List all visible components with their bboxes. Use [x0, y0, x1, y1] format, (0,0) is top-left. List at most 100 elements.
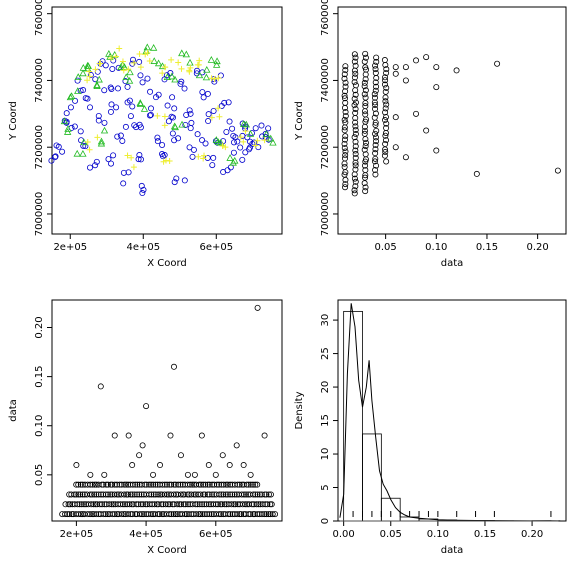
data-point — [182, 501, 189, 508]
data-point-triangle — [231, 156, 239, 164]
data-point — [183, 511, 190, 518]
data-point — [164, 491, 171, 498]
data-point — [166, 511, 173, 518]
data-point — [174, 511, 181, 518]
data-point — [250, 491, 257, 498]
data-point — [229, 491, 236, 498]
data-point-plus — [86, 73, 93, 80]
data-point — [63, 110, 70, 117]
data-point — [129, 462, 136, 469]
data-point — [230, 139, 237, 146]
data-point — [192, 491, 199, 498]
data-point — [267, 511, 274, 518]
y-axis-label: Y Coord — [8, 101, 19, 141]
data-point — [383, 120, 390, 127]
data-point — [139, 511, 146, 518]
data-point-plus — [84, 77, 91, 84]
data-point — [170, 511, 177, 518]
data-point — [125, 511, 132, 518]
y-tick-label: 7400000 — [320, 58, 331, 103]
data-point — [361, 58, 368, 65]
data-point-triangle — [168, 72, 176, 80]
data-point — [116, 481, 123, 488]
data-point — [82, 143, 89, 150]
data-point-triangle — [262, 130, 271, 138]
data-point — [361, 130, 368, 137]
data-point — [131, 491, 138, 498]
data-point — [93, 511, 100, 518]
x-tick-label: 0.10 — [427, 529, 449, 540]
data-point — [239, 501, 246, 508]
data-point-plus — [195, 153, 202, 160]
data-point — [139, 442, 146, 449]
y-tick-label: 0.05 — [34, 464, 45, 486]
data-point-plus — [119, 58, 126, 65]
data-point — [231, 491, 238, 498]
data-point — [196, 481, 203, 488]
data-point — [176, 501, 183, 508]
data-point — [223, 128, 230, 135]
data-point — [342, 181, 349, 188]
data-point — [114, 511, 121, 518]
data-point — [95, 117, 102, 124]
data-point — [146, 112, 153, 119]
data-point — [139, 190, 146, 197]
x-tick-label: 2e+05 — [60, 529, 94, 540]
data-point — [230, 501, 237, 508]
data-point — [74, 501, 81, 508]
data-point — [372, 101, 379, 108]
plot-area — [341, 50, 561, 197]
data-point — [372, 62, 379, 69]
data-point — [113, 104, 120, 111]
data-point — [97, 383, 104, 390]
data-point — [183, 111, 190, 118]
data-point — [101, 501, 108, 508]
data-point — [372, 146, 379, 153]
data-point — [361, 127, 368, 134]
data-point — [204, 491, 211, 498]
data-point — [173, 175, 180, 182]
data-point — [372, 87, 379, 94]
x-tick-label: 4e+05 — [129, 529, 163, 540]
data-point — [341, 75, 348, 82]
data-point — [178, 78, 185, 85]
data-point — [76, 501, 83, 508]
data-point-plus — [146, 57, 153, 64]
data-point-triangle — [149, 43, 158, 51]
data-point — [473, 170, 480, 177]
data-point — [121, 491, 128, 498]
data-point — [78, 501, 85, 508]
data-point — [352, 143, 359, 150]
data-point — [95, 491, 102, 498]
data-point — [206, 491, 213, 498]
data-point — [119, 137, 126, 144]
data-point-plus — [196, 57, 203, 64]
data-point-triangle — [60, 117, 69, 125]
data-point — [351, 79, 358, 86]
x-tick-label: 4e+05 — [126, 242, 160, 253]
data-point-triangle — [217, 138, 225, 146]
data-point — [249, 501, 256, 508]
data-point — [382, 77, 389, 84]
data-point — [249, 481, 256, 488]
data-point — [212, 471, 219, 478]
data-point — [216, 491, 223, 498]
data-point — [372, 105, 379, 112]
data-point — [193, 511, 200, 518]
data-point — [362, 87, 369, 94]
data-point — [382, 114, 389, 121]
data-point — [189, 153, 196, 160]
data-point — [113, 481, 120, 488]
data-point — [352, 131, 359, 138]
data-point — [413, 57, 420, 64]
data-point — [75, 491, 82, 498]
data-point — [62, 501, 69, 508]
data-point-plus — [120, 67, 127, 74]
y-tick-label: 0.20 — [34, 316, 45, 338]
data-point-plus — [130, 59, 137, 66]
data-point — [342, 99, 349, 106]
data-point — [352, 162, 359, 169]
plot-frame — [337, 6, 567, 235]
data-point — [108, 85, 115, 92]
data-point — [341, 71, 348, 78]
